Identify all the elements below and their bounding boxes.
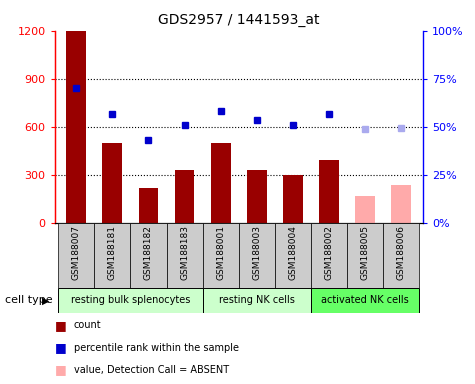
Text: count: count bbox=[74, 320, 101, 330]
Text: resting bulk splenocytes: resting bulk splenocytes bbox=[71, 295, 190, 306]
Text: GSM188007: GSM188007 bbox=[72, 225, 81, 280]
Bar bbox=[239, 223, 275, 288]
Text: GSM188006: GSM188006 bbox=[397, 225, 406, 280]
Text: ■: ■ bbox=[55, 319, 66, 332]
Bar bbox=[311, 223, 347, 288]
Bar bbox=[211, 143, 230, 223]
Bar bbox=[311, 288, 419, 313]
Bar bbox=[58, 223, 95, 288]
Bar bbox=[275, 223, 311, 288]
Bar bbox=[391, 185, 411, 223]
Text: percentile rank within the sample: percentile rank within the sample bbox=[74, 343, 238, 353]
Text: GSM188182: GSM188182 bbox=[144, 225, 153, 280]
Bar bbox=[247, 170, 266, 223]
Text: ■: ■ bbox=[55, 341, 66, 354]
Text: value, Detection Call = ABSENT: value, Detection Call = ABSENT bbox=[74, 365, 229, 375]
Bar bbox=[167, 223, 203, 288]
Text: GSM188005: GSM188005 bbox=[361, 225, 370, 280]
Bar bbox=[95, 223, 131, 288]
Text: ▶: ▶ bbox=[42, 295, 49, 306]
Text: ■: ■ bbox=[55, 363, 66, 376]
Text: GSM188004: GSM188004 bbox=[288, 225, 297, 280]
Bar bbox=[355, 195, 375, 223]
Text: GSM188002: GSM188002 bbox=[324, 225, 333, 280]
Text: GSM188003: GSM188003 bbox=[252, 225, 261, 280]
Bar bbox=[139, 187, 158, 223]
Bar bbox=[383, 223, 419, 288]
Bar bbox=[319, 161, 339, 223]
Bar bbox=[103, 143, 122, 223]
Text: GSM188183: GSM188183 bbox=[180, 225, 189, 280]
Bar bbox=[131, 223, 167, 288]
Bar bbox=[203, 223, 239, 288]
Bar bbox=[283, 175, 303, 223]
Bar bbox=[347, 223, 383, 288]
Text: cell type: cell type bbox=[5, 295, 52, 306]
Bar bbox=[58, 288, 203, 313]
Bar bbox=[66, 31, 86, 223]
Text: GSM188181: GSM188181 bbox=[108, 225, 117, 280]
Title: GDS2957 / 1441593_at: GDS2957 / 1441593_at bbox=[158, 13, 319, 27]
Text: activated NK cells: activated NK cells bbox=[321, 295, 409, 306]
Text: GSM188001: GSM188001 bbox=[216, 225, 225, 280]
Bar bbox=[175, 170, 194, 223]
Bar bbox=[203, 288, 311, 313]
Text: resting NK cells: resting NK cells bbox=[219, 295, 294, 306]
